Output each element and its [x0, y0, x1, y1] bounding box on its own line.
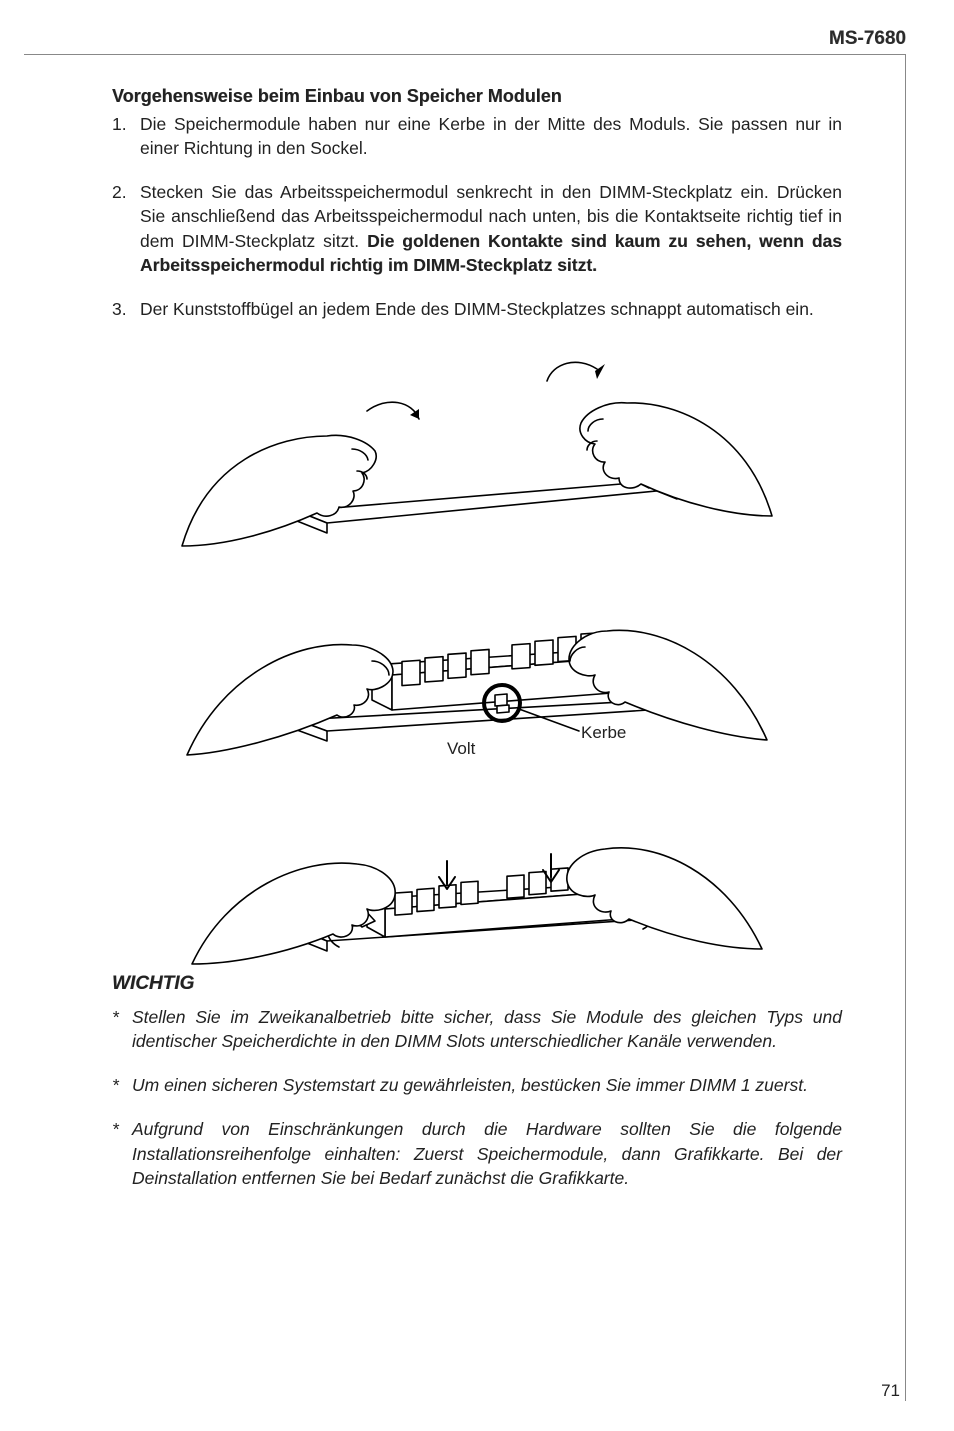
step-text: Stecken Sie das Arbeitsspeichermodul sen…	[140, 180, 842, 277]
important-heading: WICHTIG	[112, 973, 842, 995]
page: MS-7680 Vorgehensweise beim Einbau von S…	[0, 0, 954, 1431]
figure-3-row	[167, 769, 787, 969]
figure-3	[167, 769, 787, 969]
bullet-star: *	[112, 1073, 132, 1097]
header-model: MS-7680	[829, 28, 906, 50]
important-item: * Stellen Sie im Zweikanalbetrieb bitte …	[112, 1005, 842, 1053]
step-2: 2. Stecken Sie das Arbeitsspeichermodul …	[112, 180, 842, 277]
important-text: Um einen sicheren Systemstart zu gewährl…	[132, 1073, 842, 1097]
important-text: Aufgrund von Einschränkungen durch die H…	[132, 1117, 842, 1189]
step-text: Der Kunststoffbügel an jedem Ende des DI…	[140, 297, 842, 321]
figure-2	[167, 545, 787, 765]
important-item: * Aufgrund von Einschränkungen durch die…	[112, 1117, 842, 1189]
label-kerbe: Kerbe	[581, 723, 626, 743]
header-rule	[24, 54, 906, 55]
figure-1-row	[167, 341, 787, 551]
step-number: 2.	[112, 180, 140, 277]
bullet-star: *	[112, 1005, 132, 1053]
step-3: 3. Der Kunststoffbügel an jedem Ende des…	[112, 297, 842, 321]
figure-2-row: Volt Kerbe	[167, 545, 787, 765]
important-item: * Um einen sicheren Systemstart zu gewäh…	[112, 1073, 842, 1097]
figure-block: Volt Kerbe	[112, 341, 842, 969]
label-volt: Volt	[447, 739, 475, 759]
steps-list: 1. Die Speichermodule haben nur eine Ker…	[112, 112, 842, 321]
bullet-star: *	[112, 1117, 132, 1189]
step-1: 1. Die Speichermodule haben nur eine Ker…	[112, 112, 842, 160]
section-title: Vorgehensweise beim Einbau von Speicher …	[112, 86, 842, 107]
step-number: 1.	[112, 112, 140, 160]
page-number: 71	[881, 1381, 900, 1401]
step-number: 3.	[112, 297, 140, 321]
right-rule	[905, 54, 906, 1401]
figure-1	[167, 341, 787, 551]
important-list: * Stellen Sie im Zweikanalbetrieb bitte …	[112, 1005, 842, 1190]
step-text: Die Speichermodule haben nur eine Kerbe …	[140, 112, 842, 160]
important-text: Stellen Sie im Zweikanalbetrieb bitte si…	[132, 1005, 842, 1053]
content: Vorgehensweise beim Einbau von Speicher …	[112, 86, 842, 1210]
